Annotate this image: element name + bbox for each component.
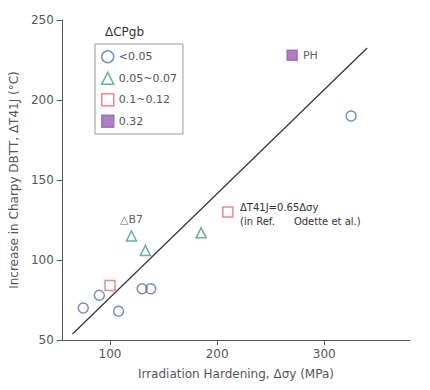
svg-text:0.05~0.07: 0.05~0.07 <box>119 72 177 85</box>
svg-text:<0.05: <0.05 <box>119 50 153 63</box>
svg-text:Increase in Charpy DBTT, ΔT41J: Increase in Charpy DBTT, ΔT41J (°C) <box>7 71 21 289</box>
svg-text:300: 300 <box>313 347 336 361</box>
svg-text:100: 100 <box>31 253 54 267</box>
svg-text:PH: PH <box>303 49 318 62</box>
svg-text:250: 250 <box>31 13 54 27</box>
svg-text:0.32: 0.32 <box>119 115 144 128</box>
svg-text:Irradiation Hardening, Δσy (MP: Irradiation Hardening, Δσy (MPa) <box>138 367 334 381</box>
svg-text:50: 50 <box>39 333 54 347</box>
svg-text:200: 200 <box>206 347 229 361</box>
svg-text:(in Ref. Odette et al.): (in Ref. Odette et al.) <box>240 216 361 227</box>
svg-text:0.1~0.12: 0.1~0.12 <box>119 93 170 106</box>
svg-text:100: 100 <box>99 347 122 361</box>
svg-text:150: 150 <box>31 173 54 187</box>
svg-text:ΔCPgb: ΔCPgb <box>105 25 144 39</box>
svg-text:△B7: △B7 <box>120 213 143 226</box>
svg-text:200: 200 <box>31 93 54 107</box>
svg-text:ΔT41J=0.65Δσy: ΔT41J=0.65Δσy <box>240 202 318 213</box>
